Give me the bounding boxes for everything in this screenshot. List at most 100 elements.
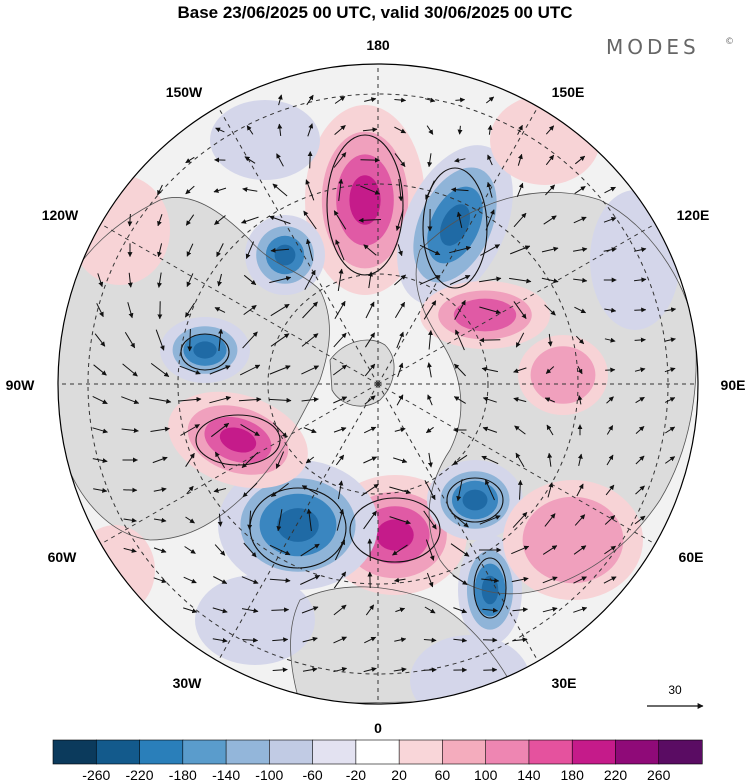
wind-vector bbox=[214, 307, 226, 313]
anomaly-blob bbox=[245, 215, 325, 295]
wind-vector bbox=[451, 187, 469, 193]
wind-vector bbox=[241, 608, 259, 614]
wind-vector bbox=[213, 487, 227, 493]
wind-vector bbox=[214, 451, 226, 469]
wind-vector bbox=[635, 426, 645, 434]
colorbar-tick-label: -180 bbox=[169, 767, 197, 783]
wind-vector bbox=[216, 243, 224, 258]
wind-vector bbox=[150, 426, 170, 432]
wind-vector bbox=[398, 179, 404, 202]
wind-vector bbox=[304, 269, 316, 290]
wind-vector bbox=[363, 667, 377, 673]
wind-vector bbox=[423, 667, 437, 673]
wind-vector bbox=[218, 328, 224, 351]
wind-vector bbox=[605, 484, 615, 496]
meridian bbox=[100, 223, 379, 385]
wind-vector bbox=[604, 545, 617, 555]
wind-vector bbox=[423, 510, 437, 530]
wind-vector bbox=[517, 479, 523, 500]
wind-vector bbox=[187, 328, 193, 352]
wind-vector bbox=[479, 337, 501, 343]
wind-vector bbox=[480, 244, 501, 256]
wind-vector bbox=[302, 667, 318, 673]
wind-vector bbox=[333, 571, 347, 589]
wind-vector bbox=[247, 510, 253, 530]
colorbar-swatch bbox=[182, 739, 227, 765]
wind-vector bbox=[97, 273, 104, 288]
lon-label-30e: 30E bbox=[552, 675, 577, 691]
wind-vector bbox=[213, 187, 227, 193]
wind-vector bbox=[455, 97, 466, 103]
wind-vector bbox=[361, 483, 379, 497]
wind-vector bbox=[455, 329, 465, 351]
wind-vector bbox=[270, 333, 290, 347]
wind-vector bbox=[396, 394, 404, 406]
wind-vector bbox=[515, 452, 525, 468]
wind-vector bbox=[121, 396, 140, 405]
wind-vector bbox=[483, 667, 498, 673]
wind-vector bbox=[542, 545, 558, 555]
colorbar-swatch bbox=[571, 739, 617, 765]
wind-vector bbox=[272, 667, 288, 673]
wind-vector bbox=[96, 303, 104, 318]
wind-vector bbox=[333, 152, 347, 168]
wind-vector bbox=[240, 423, 260, 437]
latitude-circle bbox=[267, 273, 489, 495]
wind-vector bbox=[510, 245, 531, 255]
wind-vector bbox=[243, 274, 257, 286]
wind-vector bbox=[367, 538, 373, 562]
wind-vector bbox=[545, 184, 555, 196]
colorbar-swatch bbox=[658, 739, 703, 765]
anomaly-blob bbox=[305, 105, 425, 295]
wind-vector bbox=[186, 273, 194, 288]
wind-vector bbox=[363, 244, 377, 256]
wind-vector bbox=[603, 217, 617, 223]
wind-vector bbox=[307, 151, 313, 169]
wind-vector bbox=[362, 127, 378, 133]
wind-vector bbox=[301, 606, 319, 614]
wind-vector bbox=[634, 277, 647, 283]
wind-vector bbox=[333, 667, 348, 673]
wind-vector bbox=[364, 332, 376, 348]
wind-vector bbox=[396, 331, 404, 349]
wind-vector bbox=[542, 606, 558, 613]
wind-vector bbox=[272, 637, 289, 643]
wind-vector bbox=[271, 607, 290, 613]
wind-vector bbox=[419, 244, 441, 256]
meridian bbox=[377, 383, 539, 662]
wind-vector bbox=[183, 576, 197, 584]
wind-vector bbox=[479, 276, 502, 283]
wind-vector bbox=[217, 513, 223, 527]
wind-vector bbox=[333, 636, 347, 644]
anomaly-blob bbox=[490, 95, 600, 185]
wind-vector bbox=[271, 483, 289, 497]
anomaly-blob bbox=[397, 145, 513, 305]
wind-vector bbox=[479, 306, 502, 315]
wind-vector bbox=[301, 485, 319, 495]
wind-vector bbox=[363, 426, 377, 434]
colorbar-tick-label: -140 bbox=[212, 767, 240, 783]
colorbar-swatch bbox=[269, 739, 314, 765]
wind-vector bbox=[210, 422, 230, 438]
colorbar-swatch bbox=[139, 739, 184, 765]
meridian bbox=[217, 383, 379, 662]
longitude-labels: 180 150E 120E 90E 60E 30E 0 30W 60W 90W … bbox=[6, 37, 746, 736]
wind-vector bbox=[337, 480, 344, 500]
wind-vector bbox=[127, 213, 133, 227]
wind-vector bbox=[242, 187, 258, 192]
wind-vector bbox=[427, 362, 432, 378]
wind-vector bbox=[185, 156, 195, 164]
anomaly-blob bbox=[160, 317, 250, 383]
lon-label-60w: 60W bbox=[48, 549, 78, 565]
wind-vector bbox=[124, 331, 136, 349]
wind-vector bbox=[575, 335, 585, 345]
wind-vector bbox=[603, 576, 617, 584]
wind-vector bbox=[424, 480, 436, 501]
wind-vector bbox=[212, 607, 228, 614]
colorbar-swatch bbox=[615, 739, 660, 765]
wind-vector bbox=[427, 394, 433, 406]
wind-vector bbox=[451, 512, 469, 528]
wind-vector bbox=[333, 210, 347, 230]
wind-vector bbox=[333, 364, 348, 376]
colorbar-swatch bbox=[528, 739, 573, 765]
